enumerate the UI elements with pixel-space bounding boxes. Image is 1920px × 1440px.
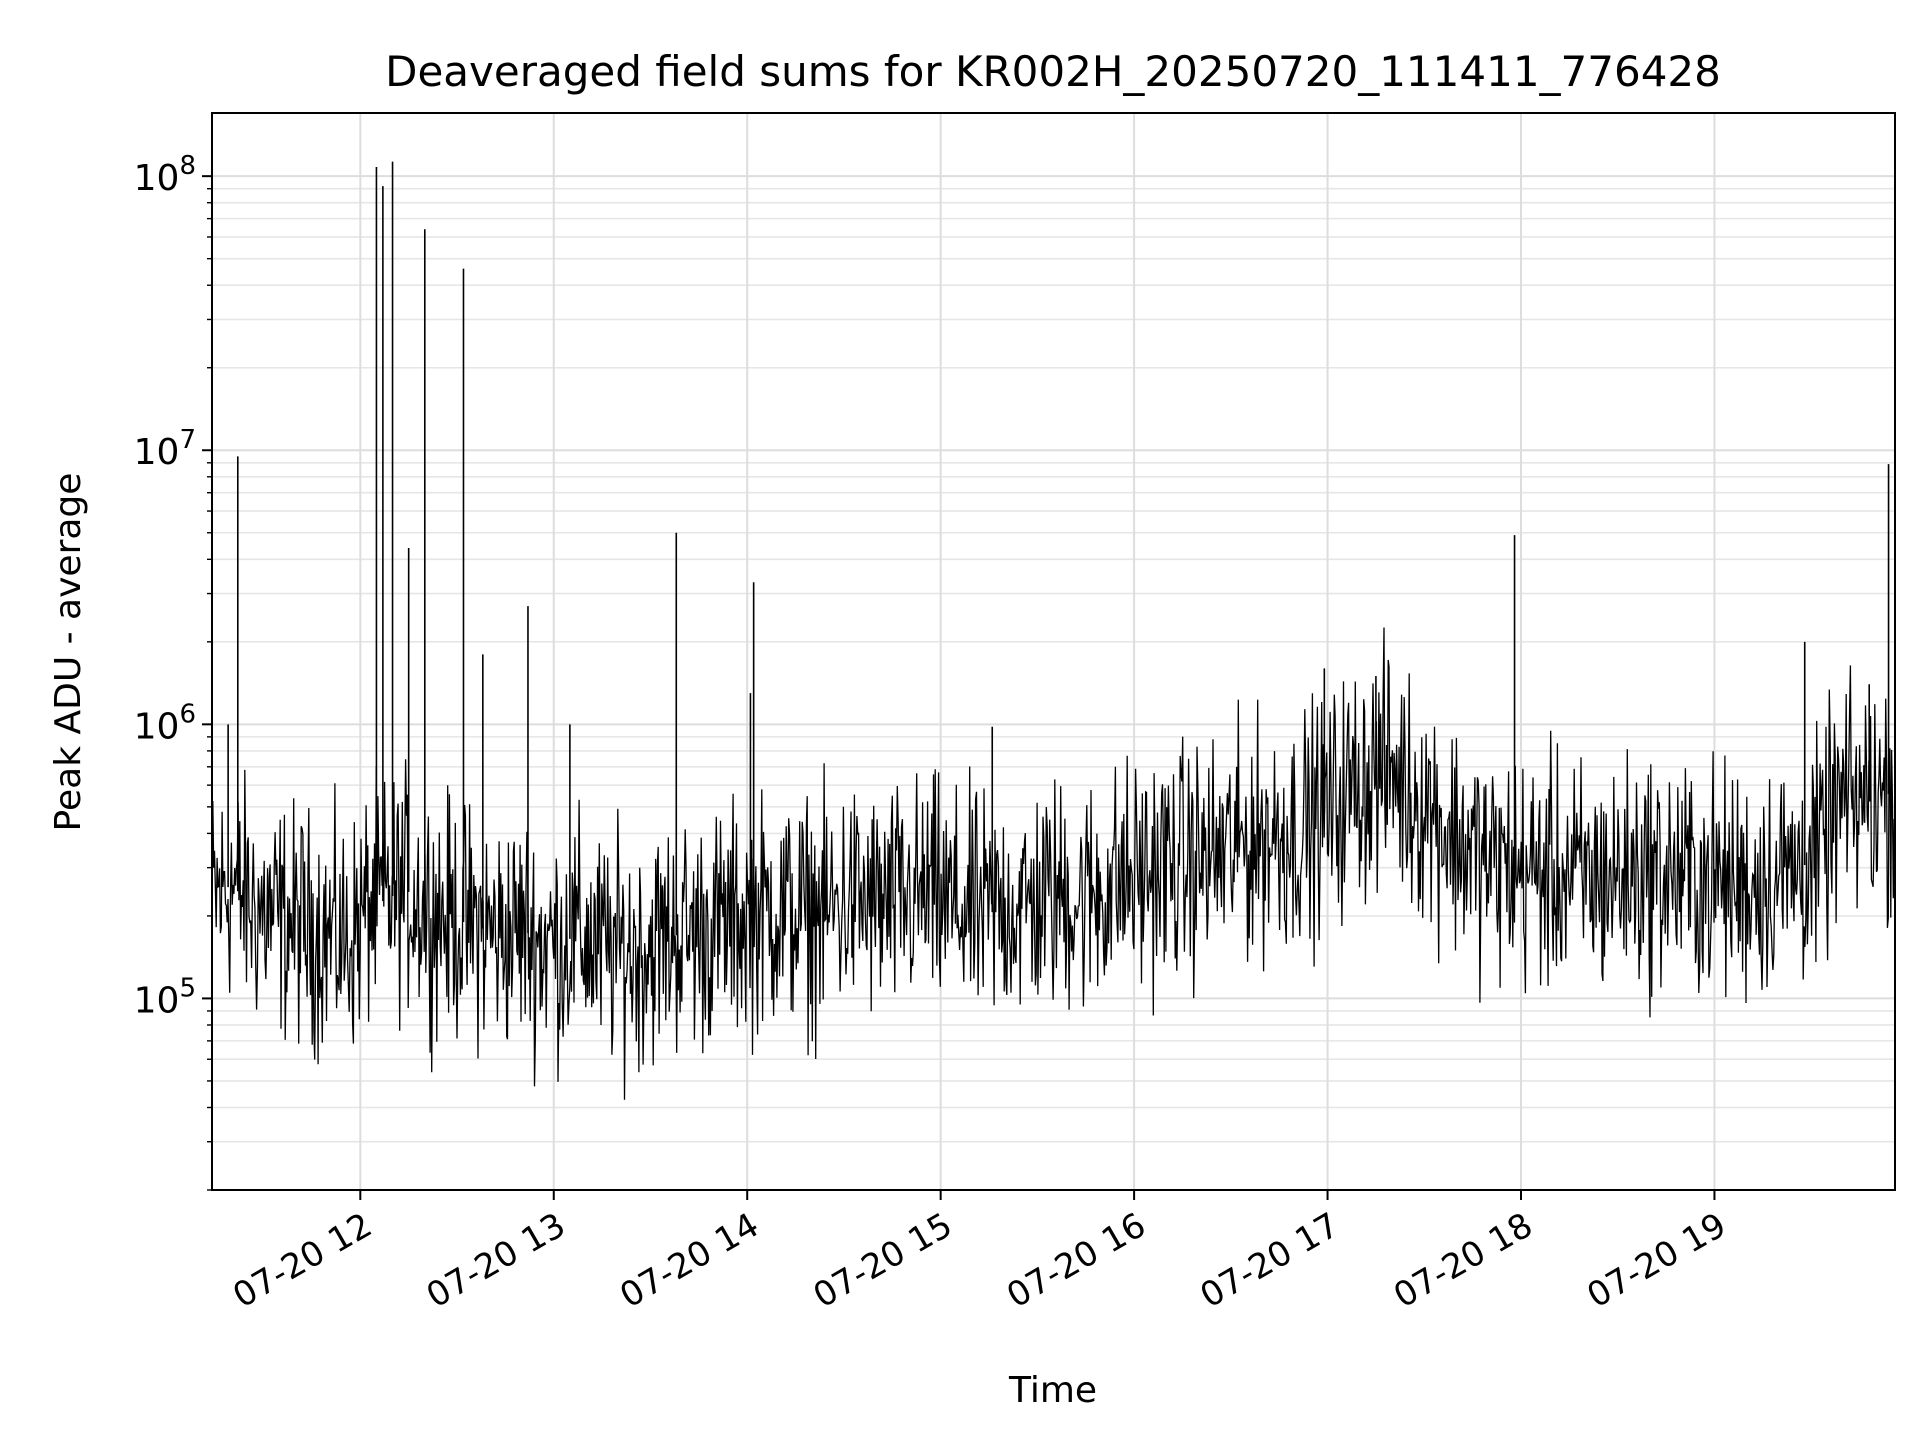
chart-title: Deaveraged field sums for KR002H_2025072… [385, 47, 1721, 96]
x-tick-label: 07-20 14 [613, 1205, 765, 1316]
plot-frame [211, 112, 1896, 1191]
y-tick-base: 10 [134, 432, 180, 473]
y-tick-label: 107 [134, 425, 196, 473]
y-tick-exponent: 7 [179, 425, 196, 455]
y-tick-base: 10 [134, 158, 180, 199]
y-tick-exponent: 5 [179, 973, 196, 1003]
y-tick-label: 108 [134, 151, 196, 199]
x-tick-label: 07-20 18 [1387, 1205, 1539, 1316]
x-axis-label: Time [1008, 1370, 1097, 1411]
grid-lines [212, 113, 1895, 1191]
y-tick-exponent: 8 [179, 151, 196, 181]
y-tick-exponent: 6 [179, 699, 196, 729]
x-tick-label: 07-20 19 [1581, 1205, 1733, 1316]
x-tick-label: 07-20 15 [807, 1205, 959, 1316]
y-tick-label: 106 [134, 699, 196, 747]
data-series [211, 161, 1896, 1100]
x-tick-label: 07-20 17 [1194, 1205, 1346, 1316]
series-line [211, 627, 1896, 1100]
x-tick-label: 07-20 12 [226, 1205, 378, 1316]
y-tick-base: 10 [134, 980, 180, 1021]
x-tick-label: 07-20 16 [1000, 1205, 1152, 1316]
y-axis-label: Peak ADU - average [48, 473, 89, 832]
x-tick-label: 07-20 13 [420, 1205, 572, 1316]
y-tick-base: 10 [134, 706, 180, 747]
y-tick-label: 105 [134, 973, 196, 1021]
